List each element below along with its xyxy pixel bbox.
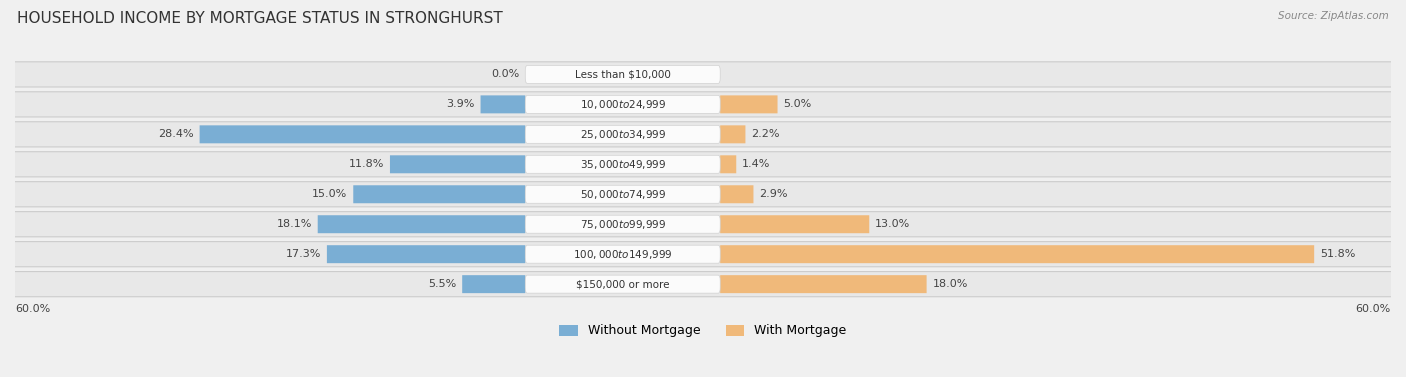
Text: 28.4%: 28.4% <box>159 129 194 139</box>
FancyBboxPatch shape <box>4 211 1402 237</box>
FancyBboxPatch shape <box>463 275 526 293</box>
FancyBboxPatch shape <box>4 242 1402 267</box>
FancyBboxPatch shape <box>526 245 720 263</box>
FancyBboxPatch shape <box>4 122 1402 147</box>
Text: 11.8%: 11.8% <box>349 159 384 169</box>
Text: 0.0%: 0.0% <box>491 69 520 80</box>
Text: Source: ZipAtlas.com: Source: ZipAtlas.com <box>1278 11 1389 21</box>
FancyBboxPatch shape <box>481 95 526 113</box>
Text: $25,000 to $34,999: $25,000 to $34,999 <box>579 128 666 141</box>
FancyBboxPatch shape <box>526 185 720 203</box>
Text: 17.3%: 17.3% <box>285 249 321 259</box>
FancyBboxPatch shape <box>526 125 720 143</box>
Text: 18.1%: 18.1% <box>277 219 312 229</box>
FancyBboxPatch shape <box>720 155 737 173</box>
FancyBboxPatch shape <box>200 125 526 143</box>
Text: 15.0%: 15.0% <box>312 189 347 199</box>
Text: 5.0%: 5.0% <box>783 100 811 109</box>
Text: 60.0%: 60.0% <box>15 304 51 314</box>
Text: $75,000 to $99,999: $75,000 to $99,999 <box>579 218 666 231</box>
Legend: Without Mortgage, With Mortgage: Without Mortgage, With Mortgage <box>554 319 852 342</box>
Text: 2.9%: 2.9% <box>759 189 787 199</box>
FancyBboxPatch shape <box>526 275 720 293</box>
FancyBboxPatch shape <box>526 66 720 83</box>
FancyBboxPatch shape <box>4 62 1402 87</box>
FancyBboxPatch shape <box>720 185 754 203</box>
FancyBboxPatch shape <box>4 152 1402 177</box>
FancyBboxPatch shape <box>4 271 1402 297</box>
Text: 5.5%: 5.5% <box>429 279 457 289</box>
Text: $35,000 to $49,999: $35,000 to $49,999 <box>579 158 666 171</box>
FancyBboxPatch shape <box>353 185 526 203</box>
FancyBboxPatch shape <box>526 155 720 173</box>
FancyBboxPatch shape <box>720 215 869 233</box>
Text: HOUSEHOLD INCOME BY MORTGAGE STATUS IN STRONGHURST: HOUSEHOLD INCOME BY MORTGAGE STATUS IN S… <box>17 11 502 26</box>
Text: 13.0%: 13.0% <box>875 219 910 229</box>
Text: 60.0%: 60.0% <box>1355 304 1391 314</box>
Text: $100,000 to $149,999: $100,000 to $149,999 <box>574 248 672 261</box>
Text: 3.9%: 3.9% <box>447 100 475 109</box>
FancyBboxPatch shape <box>720 245 1315 263</box>
FancyBboxPatch shape <box>526 95 720 113</box>
Text: 1.4%: 1.4% <box>742 159 770 169</box>
Text: Less than $10,000: Less than $10,000 <box>575 69 671 80</box>
Text: $10,000 to $24,999: $10,000 to $24,999 <box>579 98 666 111</box>
FancyBboxPatch shape <box>720 125 745 143</box>
FancyBboxPatch shape <box>720 275 927 293</box>
FancyBboxPatch shape <box>4 182 1402 207</box>
FancyBboxPatch shape <box>4 92 1402 117</box>
Text: 51.8%: 51.8% <box>1320 249 1355 259</box>
FancyBboxPatch shape <box>318 215 526 233</box>
Text: $150,000 or more: $150,000 or more <box>576 279 669 289</box>
FancyBboxPatch shape <box>326 245 526 263</box>
Text: 2.2%: 2.2% <box>751 129 780 139</box>
Text: 18.0%: 18.0% <box>932 279 967 289</box>
Text: $50,000 to $74,999: $50,000 to $74,999 <box>579 188 666 201</box>
FancyBboxPatch shape <box>389 155 526 173</box>
FancyBboxPatch shape <box>526 215 720 233</box>
FancyBboxPatch shape <box>720 95 778 113</box>
